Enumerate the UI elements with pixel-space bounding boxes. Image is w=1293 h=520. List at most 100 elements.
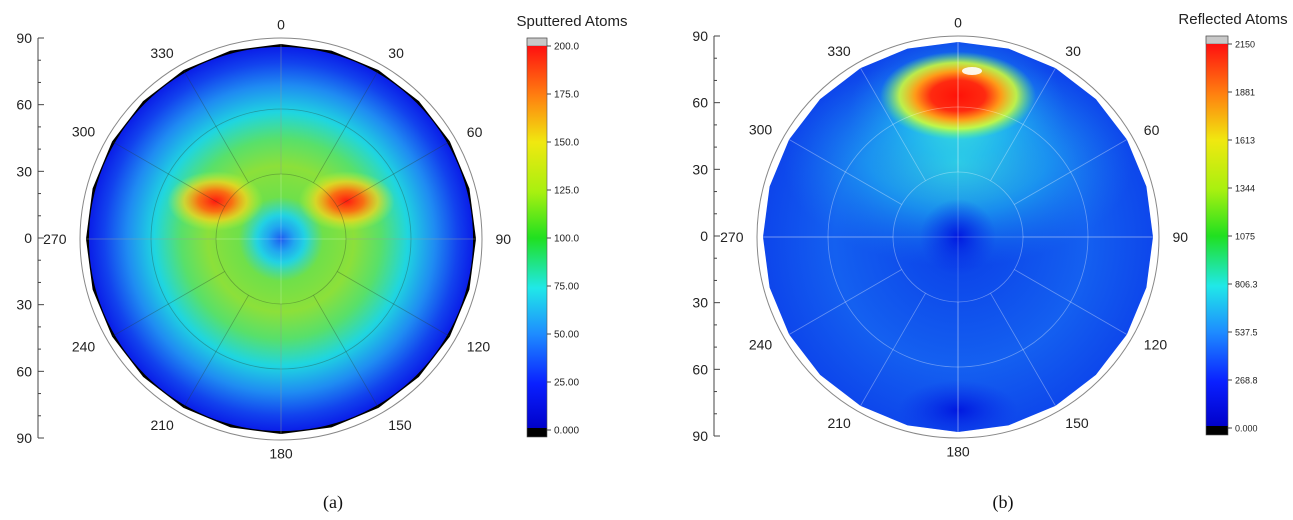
panel-a-colorbar: Sputtered Atoms 200.0 175.0 150.0 125.0 100.… — [517, 13, 628, 438]
panel-b-colorbar-tick-label: 1344 — [1235, 184, 1255, 194]
panel-b-colorbar-tick-label: 537.5 — [1235, 328, 1258, 338]
panel-a-angle-label: 180 — [269, 446, 293, 462]
panel-a-hotspot-2 — [251, 209, 311, 269]
panel-a-grid-spoke — [313, 295, 379, 409]
panel-a-axis-tick-label: 60 — [16, 97, 32, 113]
panel-b-radial-axis: 90 60 30 0 30 60 90 — [692, 28, 720, 444]
panel-b-angle-label: 210 — [827, 415, 851, 431]
panel-b-angle-label: 300 — [749, 122, 773, 138]
panel-a-angular-labels: 0 30 60 90 120 150 180 210 240 270 300 330 — [43, 17, 511, 462]
panel-b-angular-labels: 0 30 60 90 120 150 180 210 240 270 300 330 — [720, 15, 1188, 460]
panel-a-angle-label: 150 — [388, 417, 412, 433]
panel-b-grid-spoke — [860, 67, 926, 181]
panel-b-colorbar-tick-label: 2150 — [1235, 40, 1255, 50]
panel-a-colorbar-tick-label: 25.00 — [554, 378, 579, 389]
panel-a-radial-axis: 90 60 30 0 30 60 90 — [16, 30, 44, 446]
panel-a-axis-tick-label: 0 — [24, 230, 32, 246]
panel-b-colorbar-tick-label: 1075 — [1235, 232, 1255, 242]
panel-a-angle-label: 270 — [43, 231, 67, 247]
panel-b-colorbar-tick-label: 0.000 — [1235, 424, 1258, 434]
panel-b-angle-label: 240 — [749, 336, 773, 352]
panel-b-grid — [763, 42, 1153, 432]
panel-a-colorbar-title: Sputtered Atoms — [517, 13, 628, 30]
panel-b-outer-circle — [756, 35, 1160, 439]
panel-a-colorbar-tick-label: 150.0 — [554, 138, 579, 149]
panel-a-grid-circle — [215, 173, 347, 305]
panel-a-hotspot-1 — [298, 171, 395, 232]
panel-a-colorbar-tick-label: 200.0 — [554, 42, 579, 53]
panel-a-outer-circle — [79, 37, 483, 441]
panel-b-angle-label: 30 — [1065, 43, 1081, 59]
panel-a-grid-spoke — [337, 271, 451, 337]
panel-b-grid-spoke — [1014, 269, 1128, 335]
panel-b-axis-tick-label: 90 — [692, 28, 708, 44]
panel-b-angle-label: 90 — [1173, 229, 1189, 245]
panel-b-grid-spoke — [990, 293, 1056, 407]
panel-a-grid-spoke — [183, 295, 249, 409]
panel-a-angle-label: 210 — [150, 417, 174, 433]
panel-b-grid-circle — [892, 171, 1024, 303]
panel-b-axis-tick-label: 90 — [692, 428, 708, 444]
panel-a-colorbar-tick-label: 50.00 — [554, 330, 579, 341]
panel-a-axis-tick-label: 90 — [16, 430, 32, 446]
panel-a-colorbar-tick-label: 0.000 — [554, 426, 579, 437]
panel-b-colorbar-tick-label: 1881 — [1235, 88, 1255, 98]
panel-b-colorbar-tick-label: 1613 — [1235, 136, 1255, 146]
panel-a-angle-label: 330 — [150, 45, 174, 61]
panel-a-heatmap — [86, 44, 476, 434]
panel-a-grid-spoke — [337, 141, 451, 207]
panel-b-colorbar-title: Reflected Atoms — [1178, 11, 1287, 28]
panel-b-grid-spoke — [860, 293, 926, 407]
panel-a-colorbar-tick-label: 125.0 — [554, 186, 579, 197]
panel-b-caption: (b) — [993, 492, 1014, 513]
panel-a-colorbar-tick-label: 75.00 — [554, 282, 579, 293]
panel-a-caption: (a) — [323, 492, 343, 513]
panel-a-axis-tick-label: 60 — [16, 363, 32, 379]
panel-b-axis-tick-label: 60 — [692, 95, 708, 111]
panel-a-axis-tick-label: 30 — [16, 163, 32, 179]
panel-b-angle-label: 270 — [720, 229, 744, 245]
panel-b-colorbar: Reflected Atoms 2150 1881 1613 1344 1075 806.… — [1178, 11, 1288, 436]
panel-b-hotspot-0 — [880, 51, 1036, 140]
panel-b-angle-label: 150 — [1065, 415, 1089, 431]
panel-b-angle-label: 120 — [1144, 336, 1168, 352]
panel-a-angle-label: 240 — [72, 338, 96, 354]
panel-b-colorbar-tick-label: 806.3 — [1235, 280, 1258, 290]
panel-a-colorbar-tick-label: 100.0 — [554, 234, 579, 245]
panel-a-grid-spoke — [111, 271, 225, 337]
panel-b-axis-tick-label: 30 — [692, 295, 708, 311]
panel-b-angle-label: 180 — [946, 444, 970, 460]
panel-b-saturation — [962, 67, 982, 75]
panel-b-axis-tick-label: 60 — [692, 361, 708, 377]
panel-a-angle-label: 30 — [388, 45, 404, 61]
panel-a-axis-tick-label: 90 — [16, 30, 32, 46]
panel-a-hotspot-0 — [167, 171, 264, 232]
panel-b-grid-spoke — [990, 67, 1056, 181]
panel-b-grid-spoke — [1014, 139, 1128, 205]
panel-b-hotspot-1 — [898, 380, 1018, 432]
panel-b-angle-label: 0 — [954, 15, 962, 31]
panel-b-axis-tick-label: 0 — [700, 228, 708, 244]
panel-a-angle-label: 0 — [277, 17, 285, 33]
panel-b-grid-spoke — [788, 269, 902, 335]
panel-b-grid-spoke — [788, 139, 902, 205]
panel-b-angle-label: 60 — [1144, 122, 1160, 138]
panel-b-center — [920, 199, 996, 275]
panel-b-heatmap — [763, 42, 1153, 432]
panel-a-angle-label: 120 — [467, 338, 491, 354]
panel-a-colorbar-tick-label: 175.0 — [554, 90, 579, 101]
panel-a-angle-label: 60 — [467, 124, 483, 140]
panel-b-angle-label: 330 — [827, 43, 851, 59]
panel-a-angle-label: 90 — [496, 231, 512, 247]
panel-b-colorbar-tick-label: 268.8 — [1235, 376, 1258, 386]
panel-b-grid-circle — [827, 106, 1089, 368]
panel-a-grid-spoke — [111, 141, 225, 207]
panel-a-axis-tick-label: 30 — [16, 297, 32, 313]
panel-a-angle-label: 300 — [72, 124, 96, 140]
panel-a-grid-circle — [150, 108, 412, 370]
panel-b-axis-tick-label: 30 — [692, 161, 708, 177]
panel-a-grid-spoke — [183, 69, 249, 183]
